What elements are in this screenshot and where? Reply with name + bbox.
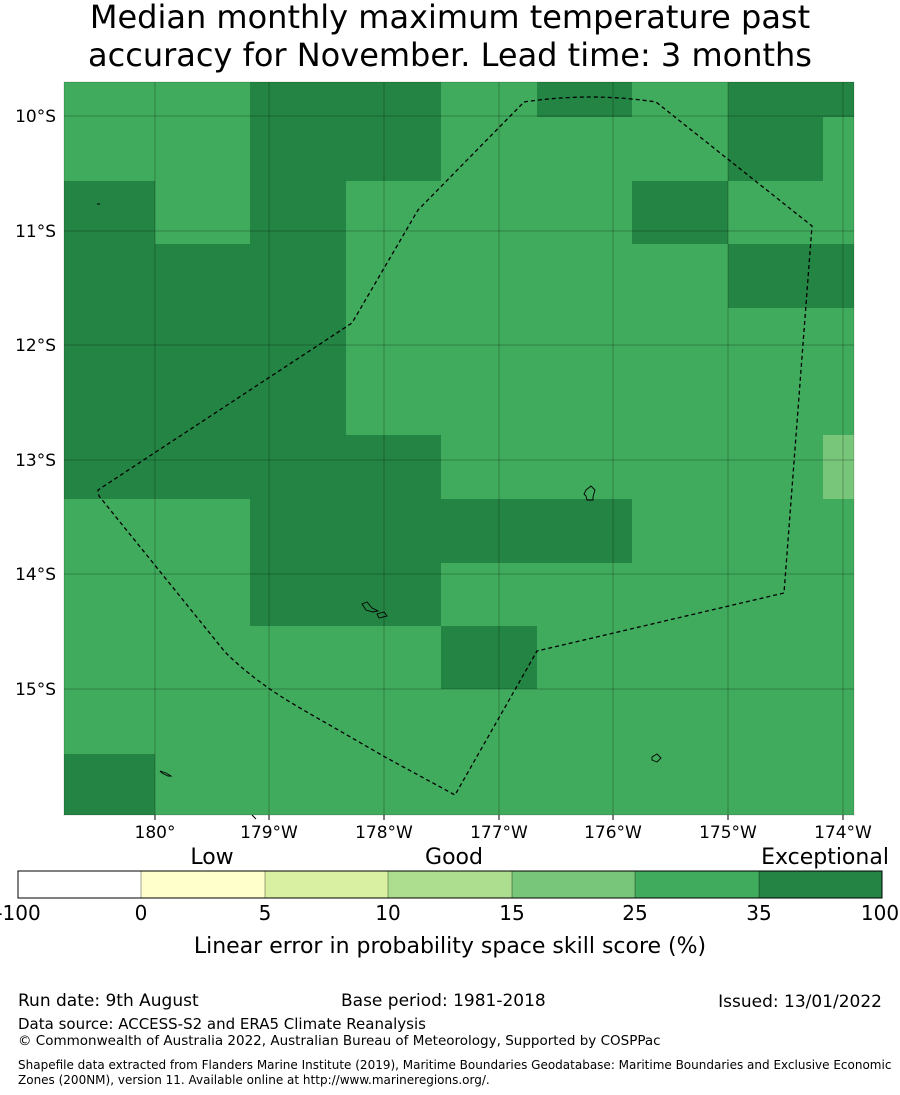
island-alofi xyxy=(376,611,388,619)
cell xyxy=(64,435,441,499)
eez-boundary-line xyxy=(97,96,813,796)
issued-date: Issued: 13/01/2022 xyxy=(718,992,882,1012)
map-frame xyxy=(63,81,855,816)
cell xyxy=(64,181,155,244)
lon-label: 178°W xyxy=(355,823,413,843)
base-period: Base period: 1981-2018 xyxy=(341,991,546,1011)
legend-category-low: Low xyxy=(190,845,233,870)
colorbar-bin xyxy=(18,871,141,898)
cell xyxy=(537,82,632,117)
cell xyxy=(728,117,823,181)
cell xyxy=(250,563,441,626)
colorbar-bin xyxy=(141,871,265,898)
lon-label: 174°W xyxy=(814,823,872,843)
lat-label: 11°S xyxy=(15,222,56,242)
colorbar-xlabel: Linear error in probability space skill … xyxy=(194,934,706,959)
colorbar-tick-label: 25 xyxy=(622,901,647,925)
colorbar-bin xyxy=(388,871,512,898)
colorbar xyxy=(17,870,883,899)
colorbar-tick-label: 5 xyxy=(259,901,272,925)
map-title-line-1: Median monthly maximum temperature past xyxy=(89,0,811,36)
cell-good-mid xyxy=(823,435,854,499)
cell xyxy=(728,244,854,308)
lon-label: 177°W xyxy=(470,823,528,843)
cell xyxy=(250,499,632,563)
colorbar-tick-label: 0 xyxy=(135,901,148,925)
copyright-notice: © Commonwealth of Australia 2022, Austra… xyxy=(18,1033,661,1049)
cell xyxy=(441,626,537,689)
colorbar-frame xyxy=(17,870,883,899)
data-source: Data source: ACCESS-S2 and ERA5 Climate … xyxy=(18,1015,426,1033)
lat-label: 13°S xyxy=(15,451,56,471)
lat-label: 12°S xyxy=(15,336,56,356)
colorbar-tick-label: 100 xyxy=(861,901,899,925)
map-title-line-2: accuracy for November. Lead time: 3 mont… xyxy=(88,36,812,74)
exceptional-cells xyxy=(64,82,854,815)
colorbar-bin xyxy=(512,871,635,898)
boundary-fragment xyxy=(251,814,257,820)
lon-label: 180° xyxy=(135,823,176,843)
cell xyxy=(64,244,346,435)
legend-category-good: Good xyxy=(425,845,483,870)
colorbar-tick-label: 15 xyxy=(499,901,524,925)
lat-label: 14°S xyxy=(15,565,56,585)
island-wallis xyxy=(583,485,596,501)
colorbar-bin xyxy=(265,871,388,898)
colorbar-tick-label: 10 xyxy=(375,901,400,925)
cell xyxy=(250,82,441,181)
run-date: Run date: 9th August xyxy=(18,991,199,1011)
island-futuna xyxy=(361,601,380,613)
cell xyxy=(632,181,728,244)
lon-label: 179°W xyxy=(240,823,298,843)
island-niuafoou xyxy=(651,753,662,763)
lon-label: 176°W xyxy=(584,823,642,843)
colorbar-bin xyxy=(759,871,882,898)
cell xyxy=(250,181,346,244)
colorbar-bin xyxy=(635,871,759,898)
colorbar-tick-label: 35 xyxy=(746,901,771,925)
lat-label: 10°S xyxy=(15,107,56,127)
cell xyxy=(64,754,155,815)
axis-ticks xyxy=(154,815,844,820)
cell xyxy=(728,82,854,117)
map-gridlines xyxy=(64,82,854,815)
shapefile-note: Shapefile data extracted from Flanders M… xyxy=(18,1058,892,1087)
island-small-reef xyxy=(159,770,173,777)
colorbar-tick-label: -100 xyxy=(0,901,41,925)
lat-label: 15°S xyxy=(15,680,56,700)
legend-category-exceptional: Exceptional xyxy=(761,845,889,870)
lon-label: 175°W xyxy=(699,823,757,843)
